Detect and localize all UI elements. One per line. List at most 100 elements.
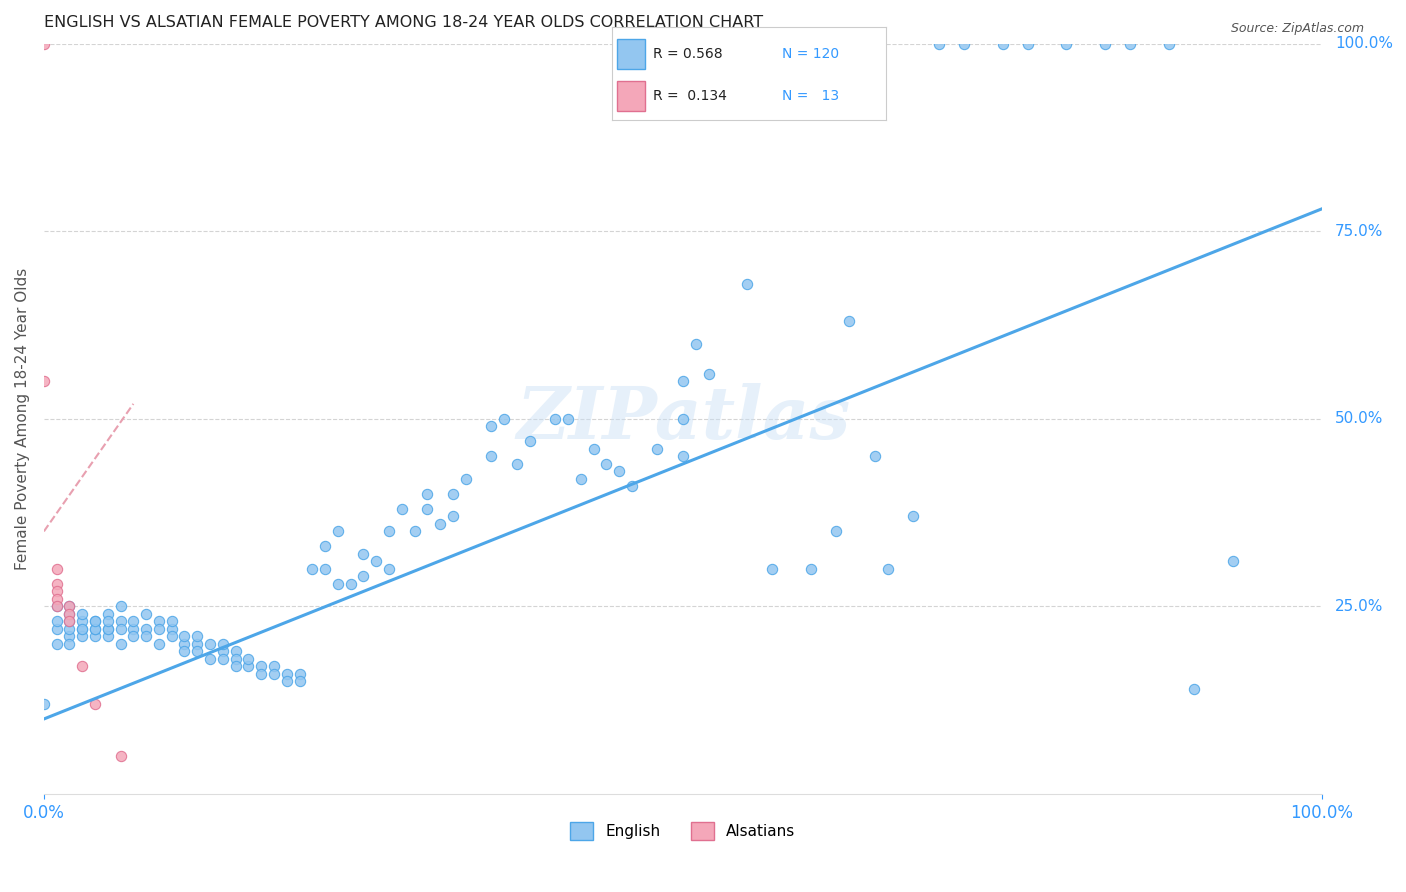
Point xyxy=(1119,37,1142,51)
Point xyxy=(761,562,783,576)
Point xyxy=(378,562,401,576)
Point xyxy=(838,314,860,328)
Point xyxy=(198,652,221,666)
Point xyxy=(84,622,107,636)
Point xyxy=(58,607,80,621)
Point xyxy=(825,524,848,539)
Point xyxy=(1182,681,1205,696)
Point xyxy=(211,644,233,658)
Point xyxy=(160,629,183,643)
Point xyxy=(1017,37,1039,51)
Point xyxy=(991,37,1014,51)
Point xyxy=(148,622,170,636)
Point xyxy=(122,615,145,629)
Point xyxy=(225,659,247,673)
Point xyxy=(863,450,886,464)
Point xyxy=(326,524,349,539)
Point xyxy=(58,615,80,629)
Point xyxy=(173,629,195,643)
Point xyxy=(160,615,183,629)
Point xyxy=(404,524,426,539)
Point xyxy=(110,615,132,629)
Point xyxy=(122,622,145,636)
Point xyxy=(45,615,67,629)
Point xyxy=(479,419,502,434)
Point xyxy=(45,637,67,651)
Point xyxy=(45,599,67,614)
Point xyxy=(479,450,502,464)
Point xyxy=(58,607,80,621)
Point xyxy=(110,637,132,651)
Point xyxy=(32,374,55,388)
Point xyxy=(135,607,157,621)
Point xyxy=(326,577,349,591)
Point xyxy=(557,412,579,426)
Point xyxy=(148,637,170,651)
Point xyxy=(366,554,388,568)
Point xyxy=(928,37,950,51)
Point xyxy=(697,367,720,381)
Point xyxy=(1094,37,1116,51)
Point xyxy=(84,622,107,636)
Point xyxy=(122,629,145,643)
Text: N = 120: N = 120 xyxy=(782,47,839,61)
Text: 25.0%: 25.0% xyxy=(1334,599,1384,614)
Point xyxy=(84,697,107,711)
Point xyxy=(901,509,924,524)
Text: Source: ZipAtlas.com: Source: ZipAtlas.com xyxy=(1230,22,1364,36)
Point xyxy=(211,652,233,666)
Point xyxy=(186,629,208,643)
Legend: English, Alsatians: English, Alsatians xyxy=(564,815,801,847)
Point xyxy=(1056,37,1078,51)
Point xyxy=(70,659,93,673)
Point xyxy=(110,599,132,614)
Point xyxy=(454,472,477,486)
Point xyxy=(32,697,55,711)
Point xyxy=(84,615,107,629)
Point xyxy=(250,659,273,673)
Point xyxy=(135,622,157,636)
Point xyxy=(441,509,464,524)
Point xyxy=(173,637,195,651)
Point xyxy=(250,667,273,681)
Point xyxy=(45,562,67,576)
Point xyxy=(595,457,617,471)
Point xyxy=(378,524,401,539)
Point xyxy=(70,622,93,636)
Point xyxy=(314,540,336,554)
Point xyxy=(519,434,541,449)
Text: 100.0%: 100.0% xyxy=(1334,37,1393,51)
Point xyxy=(492,412,515,426)
Point xyxy=(544,412,567,426)
Point xyxy=(45,591,67,606)
Point xyxy=(186,637,208,651)
Point xyxy=(97,622,120,636)
Point xyxy=(110,622,132,636)
FancyBboxPatch shape xyxy=(617,81,644,111)
Point xyxy=(97,615,120,629)
Point xyxy=(58,599,80,614)
Point xyxy=(314,562,336,576)
Point xyxy=(238,659,260,673)
Point xyxy=(441,487,464,501)
Point xyxy=(160,622,183,636)
Point xyxy=(70,622,93,636)
Point xyxy=(276,674,298,689)
Point xyxy=(647,442,669,456)
Point xyxy=(97,607,120,621)
Point xyxy=(225,652,247,666)
Point xyxy=(735,277,758,291)
Point xyxy=(391,501,413,516)
Point xyxy=(97,622,120,636)
Point xyxy=(301,562,323,576)
Y-axis label: Female Poverty Among 18-24 Year Olds: Female Poverty Among 18-24 Year Olds xyxy=(15,268,30,570)
Point xyxy=(953,37,976,51)
Text: N =   13: N = 13 xyxy=(782,89,839,103)
Point xyxy=(288,667,311,681)
Point xyxy=(45,577,67,591)
Point xyxy=(58,637,80,651)
Text: 50.0%: 50.0% xyxy=(1334,411,1384,426)
Point xyxy=(263,659,285,673)
Point xyxy=(416,501,439,516)
Point xyxy=(416,487,439,501)
